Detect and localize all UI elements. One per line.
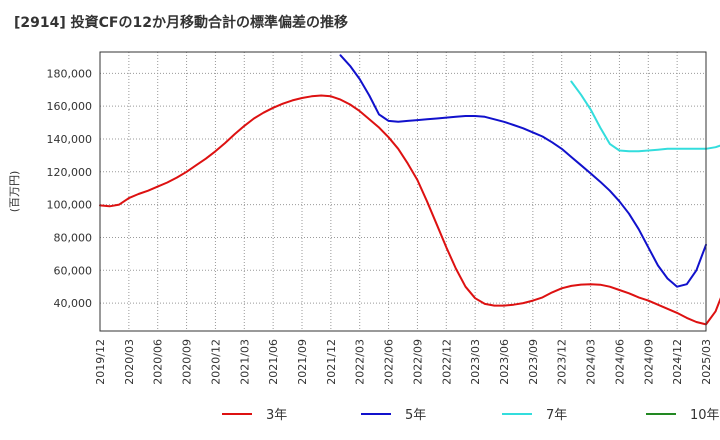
x-tick-label: 2022/12 (440, 339, 453, 385)
x-tick-label: 2023/09 (527, 339, 540, 385)
x-tick-label: 2025/03 (700, 339, 713, 385)
legend-label: 10年 (690, 408, 720, 423)
x-tick-label: 2020/12 (209, 339, 222, 385)
x-tick-label: 2021/12 (325, 339, 338, 385)
x-tick-label: 2024/09 (642, 339, 655, 385)
x-tick-label: 2024/06 (613, 339, 626, 385)
y-tick-label: 40,000 (54, 297, 93, 310)
x-tick-label: 2024/12 (671, 339, 684, 385)
y-tick-label: 80,000 (54, 231, 93, 244)
y-axis-label: (百万円) (8, 171, 21, 213)
x-tick-label: 2022/06 (383, 339, 396, 385)
series-lines (99, 54, 720, 326)
chart-title: [2914] 投資CFの12か月移動合計の標準偏差の推移 (14, 15, 348, 31)
plot-frame (99, 51, 707, 332)
x-tick-label: 2020/06 (152, 339, 165, 385)
legend-label: 3年 (266, 408, 287, 423)
x-tick-label: 2023/06 (498, 339, 511, 385)
x-tick-label: 2020/03 (123, 339, 136, 385)
x-tick-label: 2024/03 (585, 339, 598, 385)
series-line-3 (570, 80, 720, 153)
axes: 2019/12 2020/03 2020/06 2020/09 2020/12 2021/… (8, 51, 713, 385)
x-tick-label: 2023/12 (556, 339, 569, 385)
x-tick-label: 2022/03 (354, 339, 367, 385)
x-tick-label: 2021/06 (267, 339, 280, 385)
y-tick-label: 160,000 (47, 100, 93, 113)
legend-label: 7年 (546, 408, 567, 423)
x-tick-label: 2019/12 (94, 339, 107, 385)
x-tick-label: 2021/03 (238, 339, 251, 385)
x-tick-label: 2022/09 (411, 339, 424, 385)
x-tick-label: 2021/09 (296, 339, 309, 385)
legend: 3年 5年 7年 10年 (222, 408, 720, 423)
y-tick-label: 180,000 (47, 67, 93, 80)
y-tick-label: 140,000 (47, 133, 93, 146)
series-line-1 (99, 94, 720, 326)
plot-background (100, 52, 706, 331)
series-line-2 (339, 54, 707, 288)
gridlines (100, 52, 706, 331)
x-tick-label: 2023/03 (469, 339, 482, 385)
x-tick-label: 2020/09 (181, 339, 194, 385)
y-tick-label: 120,000 (47, 166, 93, 179)
y-tick-label: 100,000 (47, 199, 93, 212)
plot-area (100, 52, 706, 331)
legend-label: 5年 (405, 408, 426, 423)
y-tick-label: 60,000 (54, 264, 93, 277)
